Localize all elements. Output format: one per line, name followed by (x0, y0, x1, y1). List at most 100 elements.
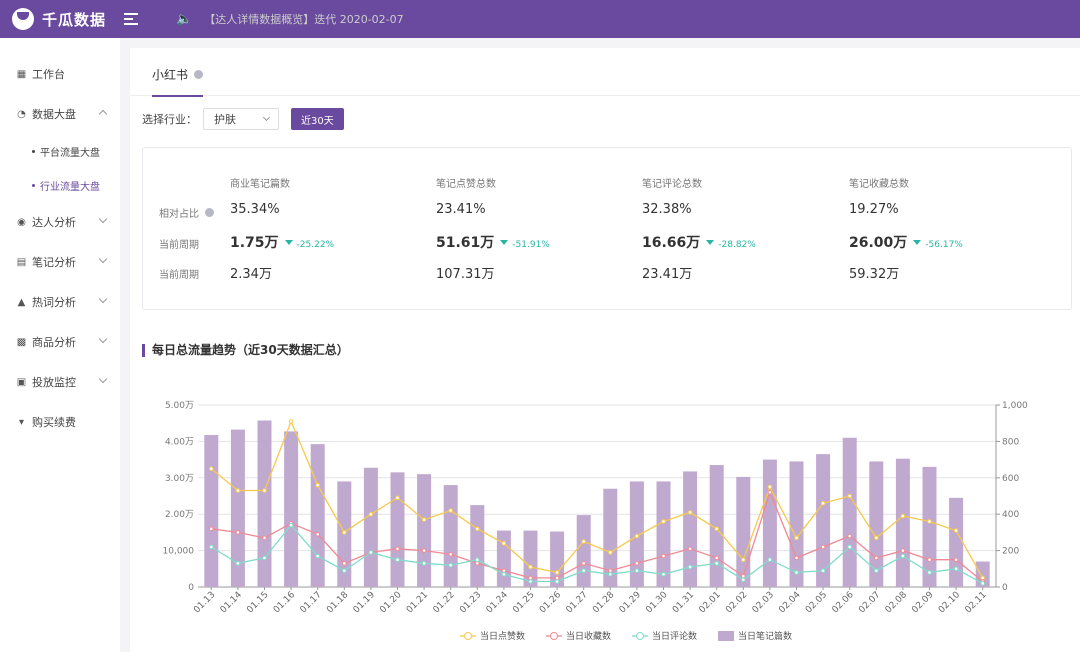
series-point (342, 530, 347, 535)
series-point (900, 513, 906, 519)
sidebar-item-label: 达人分析 (32, 216, 76, 229)
logo-icon (12, 8, 34, 30)
stat-header-commercial-notes: 商业笔记篇数 (230, 179, 290, 190)
sidebar-item-product-analysis[interactable]: ▩ 商品分析 (0, 322, 120, 362)
legend-label: 当日笔记篇数 (738, 630, 792, 642)
row-label-ratio: 相对占比 (159, 205, 214, 220)
bar-note-count (816, 454, 831, 587)
previous-value: 59.32万 (849, 267, 900, 282)
top-bar: 千瓜数据 🔈 【达人详情数据概览】迭代 2020-02-07 (0, 0, 1080, 38)
current-number: 51.61万 (436, 235, 495, 251)
series-point (475, 561, 480, 566)
user-icon: ◉ (17, 216, 26, 228)
legend-marker (550, 632, 558, 640)
sidebar-item-influencer-analysis[interactable]: ◉ 达人分析 (0, 202, 120, 242)
x-axis-tick-label: 01.14 (219, 590, 244, 615)
x-axis-tick-label: 01.25 (511, 590, 536, 615)
series-point (501, 541, 507, 546)
x-axis-tick-label: 01.19 (352, 590, 377, 615)
bar-note-count (310, 444, 325, 587)
info-icon[interactable] (205, 208, 214, 217)
x-axis-tick-label: 02.06 (831, 590, 856, 615)
x-axis-tick-label: 01.31 (671, 590, 696, 615)
series-point (554, 575, 560, 581)
sidebar-item-label: 商品分析 (32, 336, 76, 349)
series-point (235, 488, 241, 493)
series-point (288, 522, 294, 528)
series-point (874, 555, 879, 561)
series-point (687, 510, 693, 515)
down-arrow-icon (284, 240, 293, 245)
down-arrow-icon (500, 240, 509, 245)
series-point (741, 557, 746, 562)
series-point (421, 517, 427, 522)
change-percent: -25.22% (296, 240, 335, 250)
last-30-days-button[interactable]: 近30天 (291, 108, 344, 130)
right-axis-tick-label: 200 (1002, 547, 1019, 557)
speaker-icon: 🔈 (176, 11, 193, 27)
bar-note-count (230, 429, 245, 587)
bar-note-count (895, 458, 910, 587)
bar-note-count (417, 474, 432, 587)
right-axis-tick-label: 1,000 (1002, 401, 1028, 411)
series-point (315, 482, 320, 488)
current-number: 1.75万 (230, 235, 279, 251)
sidebar-subitem-platform-traffic[interactable]: 平台流量大盘 (0, 134, 120, 168)
info-icon[interactable] (194, 70, 204, 79)
series-point (342, 561, 347, 566)
bar-note-count (550, 531, 565, 587)
series-point (528, 579, 533, 584)
industry-select[interactable]: 护肤 (203, 108, 279, 130)
sidebar-item-purchase-renew[interactable]: ▾ 购买续费 (0, 402, 120, 442)
series-point (421, 561, 427, 566)
ratio-value: 35.34% (230, 202, 280, 217)
legend-label: 当日点赞数 (480, 630, 525, 642)
right-axis-tick-label: 400 (1002, 510, 1019, 520)
bar-note-count (789, 461, 804, 587)
sidebar-item-data-dashboard[interactable]: ◔ 数据大盘 (0, 94, 120, 134)
x-axis-tick-label: 02.07 (857, 590, 882, 615)
x-axis-tick-label: 01.22 (432, 590, 457, 615)
x-axis-tick-label: 02.04 (777, 590, 802, 615)
tab-xiaohongshu[interactable]: 小红书 (152, 66, 204, 97)
ratio-value: 19.27% (849, 202, 899, 217)
sidebar-item-workbench[interactable]: ▦ 工作台 (0, 54, 120, 94)
x-axis-tick-label: 01.21 (405, 590, 430, 615)
series-point (209, 526, 214, 532)
series-point (820, 544, 826, 550)
bar-note-count (284, 431, 299, 587)
sidebar-item-hotword-analysis[interactable]: ▲ 热词分析 (0, 282, 120, 322)
sidebar-item-label: 行业流量大盘 (40, 181, 100, 193)
chevron-down-icon (98, 254, 108, 264)
bar-note-count (390, 472, 405, 587)
series-point (608, 568, 613, 573)
x-axis-tick-label: 01.26 (538, 590, 563, 615)
announcement-text[interactable]: 【达人详情数据概览】迭代 2020-02-07 (204, 13, 404, 26)
series-point (661, 571, 666, 577)
bar-note-count (656, 481, 671, 587)
menu-toggle-icon[interactable] (124, 13, 139, 25)
series-point (448, 551, 454, 557)
series-point (315, 531, 320, 537)
current-value: 1.75万 -25.22% (230, 232, 334, 252)
series-point (980, 575, 986, 581)
series-point (421, 548, 427, 553)
sidebar-item-campaign-monitor[interactable]: ▣ 投放监控 (0, 362, 120, 402)
x-axis-tick-label: 01.27 (565, 590, 590, 615)
sidebar-item-label: 数据大盘 (32, 108, 76, 121)
series-point (395, 495, 400, 501)
stat-header-comments: 笔记评论总数 (642, 179, 702, 190)
brand-name: 千瓜数据 (42, 10, 107, 29)
brand-logo[interactable]: 千瓜数据 (12, 8, 106, 30)
series-line (211, 490, 984, 583)
bar-note-count (949, 497, 964, 587)
series-point (395, 546, 400, 552)
x-axis-tick-label: 01.30 (644, 590, 669, 615)
stat-header-likes: 笔记点赞总数 (436, 179, 496, 190)
bullet-icon (32, 149, 35, 153)
left-axis-tick-label: 0 (188, 583, 194, 593)
sidebar-subitem-industry-traffic[interactable]: 行业流量大盘 (0, 168, 120, 202)
series-point (235, 561, 241, 566)
sidebar-item-note-analysis[interactable]: ▤ 笔记分析 (0, 242, 120, 282)
series-point (209, 466, 214, 471)
